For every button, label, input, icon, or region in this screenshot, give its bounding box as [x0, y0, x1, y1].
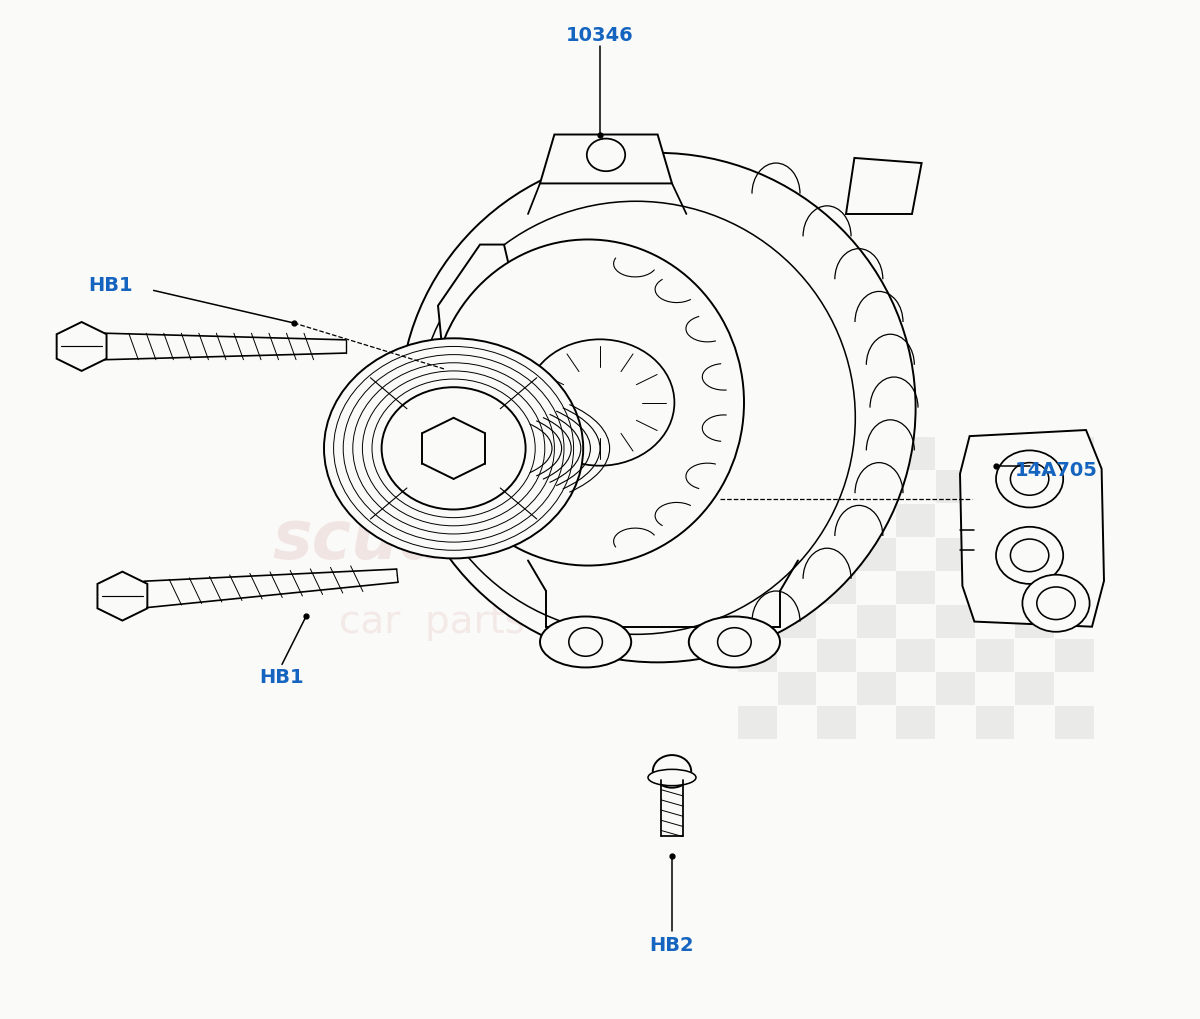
Bar [976, 639, 1014, 672]
Bar [738, 572, 776, 604]
Circle shape [1037, 587, 1075, 620]
Circle shape [526, 339, 674, 466]
Bar [936, 605, 974, 638]
Polygon shape [438, 245, 516, 367]
Bar [857, 673, 895, 705]
Circle shape [1010, 463, 1049, 495]
Bar [857, 471, 895, 503]
Ellipse shape [540, 616, 631, 667]
Text: scuderia: scuderia [272, 507, 592, 573]
Bar [1015, 538, 1054, 571]
Bar [1015, 605, 1054, 638]
Ellipse shape [400, 153, 916, 662]
Bar [778, 538, 816, 571]
Bar [1055, 437, 1093, 470]
Bar [976, 437, 1014, 470]
Polygon shape [97, 572, 148, 621]
Text: 14A705: 14A705 [1014, 462, 1098, 480]
Bar [976, 572, 1014, 604]
Text: HB1: HB1 [259, 668, 305, 687]
Text: HB1: HB1 [88, 276, 133, 294]
Bar [857, 538, 895, 571]
Bar [817, 639, 856, 672]
Circle shape [653, 755, 691, 788]
Text: car  parts: car parts [340, 602, 524, 641]
Bar [1055, 572, 1093, 604]
Bar [778, 605, 816, 638]
Bar [857, 605, 895, 638]
Circle shape [1010, 539, 1049, 572]
Bar [976, 706, 1014, 739]
Bar [817, 437, 856, 470]
Bar [738, 639, 776, 672]
Bar [1055, 504, 1093, 537]
Bar [738, 504, 776, 537]
Bar [896, 504, 935, 537]
Circle shape [996, 527, 1063, 584]
Circle shape [996, 450, 1063, 507]
Bar [1015, 471, 1054, 503]
Circle shape [1022, 575, 1090, 632]
Bar [778, 673, 816, 705]
Text: 10346: 10346 [566, 26, 634, 45]
Bar [1055, 639, 1093, 672]
Ellipse shape [648, 769, 696, 786]
Bar [738, 706, 776, 739]
Bar [817, 706, 856, 739]
Ellipse shape [416, 202, 856, 634]
Bar [896, 437, 935, 470]
Bar [817, 572, 856, 604]
Text: HB2: HB2 [649, 936, 695, 955]
Circle shape [718, 628, 751, 656]
Polygon shape [540, 135, 672, 183]
Polygon shape [960, 430, 1104, 627]
Bar [936, 538, 974, 571]
Ellipse shape [689, 616, 780, 667]
Polygon shape [846, 158, 922, 214]
Circle shape [382, 387, 526, 510]
Bar [817, 504, 856, 537]
Ellipse shape [432, 239, 744, 566]
Circle shape [324, 338, 583, 558]
Bar [936, 673, 974, 705]
Circle shape [587, 139, 625, 171]
Bar [896, 572, 935, 604]
Bar [976, 504, 1014, 537]
Bar [778, 471, 816, 503]
Bar [1015, 673, 1054, 705]
Polygon shape [56, 322, 107, 371]
Bar [1055, 706, 1093, 739]
Bar [896, 706, 935, 739]
Bar [896, 639, 935, 672]
Bar [738, 437, 776, 470]
Bar [936, 471, 974, 503]
Circle shape [569, 628, 602, 656]
